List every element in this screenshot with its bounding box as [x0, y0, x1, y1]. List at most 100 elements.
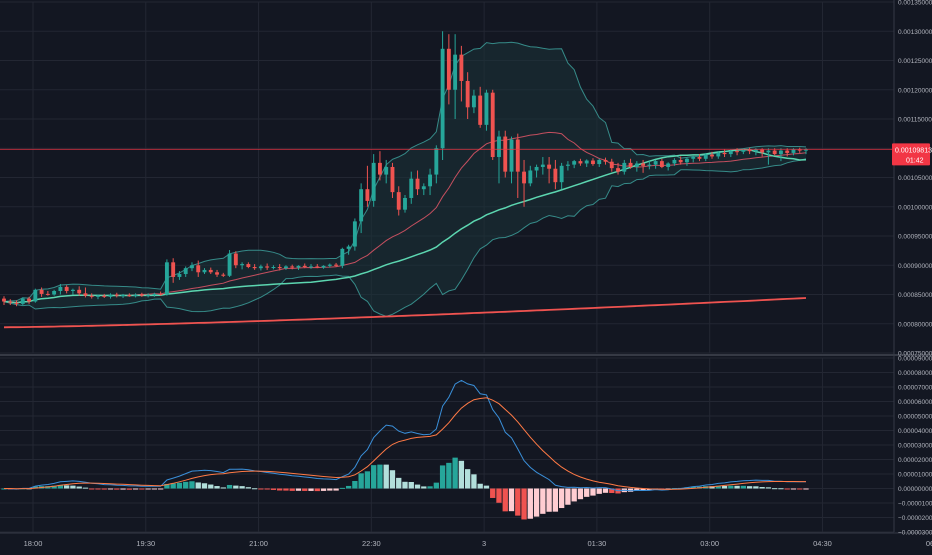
candle-body[interactable]	[628, 162, 633, 167]
candle[interactable]	[258, 264, 263, 271]
candle-body[interactable]	[747, 150, 752, 152]
histogram-bar[interactable]	[189, 481, 195, 489]
candle-body[interactable]	[503, 136, 508, 172]
candle-body[interactable]	[766, 150, 771, 153]
candle[interactable]	[290, 264, 295, 270]
candle[interactable]	[678, 156, 683, 165]
candle-body[interactable]	[33, 289, 38, 302]
candle[interactable]	[127, 293, 132, 297]
candle-body[interactable]	[139, 294, 144, 296]
candle[interactable]	[616, 162, 620, 175]
histogram-bar[interactable]	[721, 485, 728, 489]
histogram-bar[interactable]	[339, 487, 346, 489]
histogram-bar[interactable]	[396, 477, 402, 489]
candle-body[interactable]	[302, 265, 307, 268]
candle[interactable]	[164, 259, 169, 296]
candle[interactable]	[503, 130, 508, 178]
candle-body[interactable]	[321, 265, 326, 268]
candle[interactable]	[365, 165, 370, 207]
candle-body[interactable]	[202, 269, 207, 273]
candle[interactable]	[27, 296, 32, 304]
histogram-bar[interactable]	[164, 483, 170, 489]
candle[interactable]	[797, 147, 802, 153]
candle[interactable]	[2, 296, 6, 306]
candle-body[interactable]	[371, 162, 376, 201]
candle[interactable]	[471, 89, 476, 114]
histogram-bar[interactable]	[57, 484, 64, 489]
candle[interactable]	[352, 218, 357, 251]
candle[interactable]	[591, 158, 595, 166]
candle-body[interactable]	[58, 286, 63, 291]
candle-body[interactable]	[14, 302, 19, 304]
candle-body[interactable]	[409, 178, 414, 198]
candle[interactable]	[728, 149, 733, 158]
histogram-bar[interactable]	[772, 488, 778, 490]
histogram-bar[interactable]	[778, 488, 784, 490]
candle-body[interactable]	[728, 151, 733, 155]
histogram-bar[interactable]	[151, 488, 158, 490]
candle-body[interactable]	[227, 253, 232, 276]
candle-body[interactable]	[365, 189, 370, 201]
histogram-bar[interactable]	[70, 485, 76, 489]
candle-body[interactable]	[77, 289, 82, 294]
candle[interactable]	[641, 159, 646, 173]
candle[interactable]	[340, 247, 345, 269]
histogram-bar[interactable]	[402, 481, 408, 489]
histogram-bar[interactable]	[433, 482, 439, 489]
candle[interactable]	[609, 158, 614, 172]
histogram-bar[interactable]	[302, 488, 308, 491]
candle-body[interactable]	[653, 161, 658, 165]
histogram-bar[interactable]	[552, 488, 559, 512]
candle[interactable]	[628, 158, 633, 169]
histogram-bar[interactable]	[145, 488, 151, 490]
histogram-bar[interactable]	[364, 471, 371, 489]
candle-body[interactable]	[403, 197, 407, 210]
candle[interactable]	[390, 162, 395, 198]
candle[interactable]	[252, 264, 257, 270]
candle[interactable]	[371, 154, 376, 207]
candle[interactable]	[453, 34, 458, 119]
candle-body[interactable]	[246, 264, 251, 268]
histogram-bar[interactable]	[51, 485, 57, 489]
candle[interactable]	[221, 272, 226, 277]
candle-body[interactable]	[528, 170, 533, 184]
histogram-bar[interactable]	[132, 488, 139, 490]
candle-body[interactable]	[540, 164, 545, 167]
histogram-bar[interactable]	[797, 488, 803, 490]
candle[interactable]	[377, 151, 382, 181]
candle-body[interactable]	[453, 54, 458, 90]
histogram-bar[interactable]	[170, 483, 176, 489]
candle[interactable]	[597, 158, 602, 167]
candle-body[interactable]	[315, 266, 320, 268]
candle-body[interactable]	[691, 157, 696, 159]
candle-body[interactable]	[647, 164, 652, 166]
histogram-bar[interactable]	[195, 482, 201, 489]
candle-body[interactable]	[114, 294, 119, 296]
candle[interactable]	[139, 292, 144, 297]
candle[interactable]	[133, 293, 138, 298]
histogram-bar[interactable]	[371, 465, 377, 489]
candle[interactable]	[747, 147, 752, 155]
candle-body[interactable]	[2, 298, 6, 302]
candle[interactable]	[58, 283, 63, 295]
candle[interactable]	[215, 269, 219, 277]
candle-body[interactable]	[284, 266, 288, 269]
candle[interactable]	[578, 158, 583, 166]
candle-body[interactable]	[471, 95, 476, 108]
candle[interactable]	[96, 294, 100, 300]
histogram-bar[interactable]	[283, 488, 289, 491]
candle[interactable]	[528, 165, 533, 187]
candle[interactable]	[45, 290, 50, 296]
histogram-bar[interactable]	[527, 488, 533, 519]
candle-body[interactable]	[459, 54, 464, 81]
histogram-bar[interactable]	[565, 488, 571, 505]
histogram-bar[interactable]	[289, 488, 295, 491]
candle-body[interactable]	[177, 274, 182, 277]
histogram-bar[interactable]	[502, 488, 508, 512]
histogram-bar[interactable]	[753, 486, 759, 489]
histogram-bar[interactable]	[496, 488, 502, 503]
candle[interactable]	[77, 286, 82, 296]
candle[interactable]	[478, 86, 483, 128]
histogram-bar[interactable]	[126, 488, 132, 490]
candle-body[interactable]	[772, 150, 777, 155]
